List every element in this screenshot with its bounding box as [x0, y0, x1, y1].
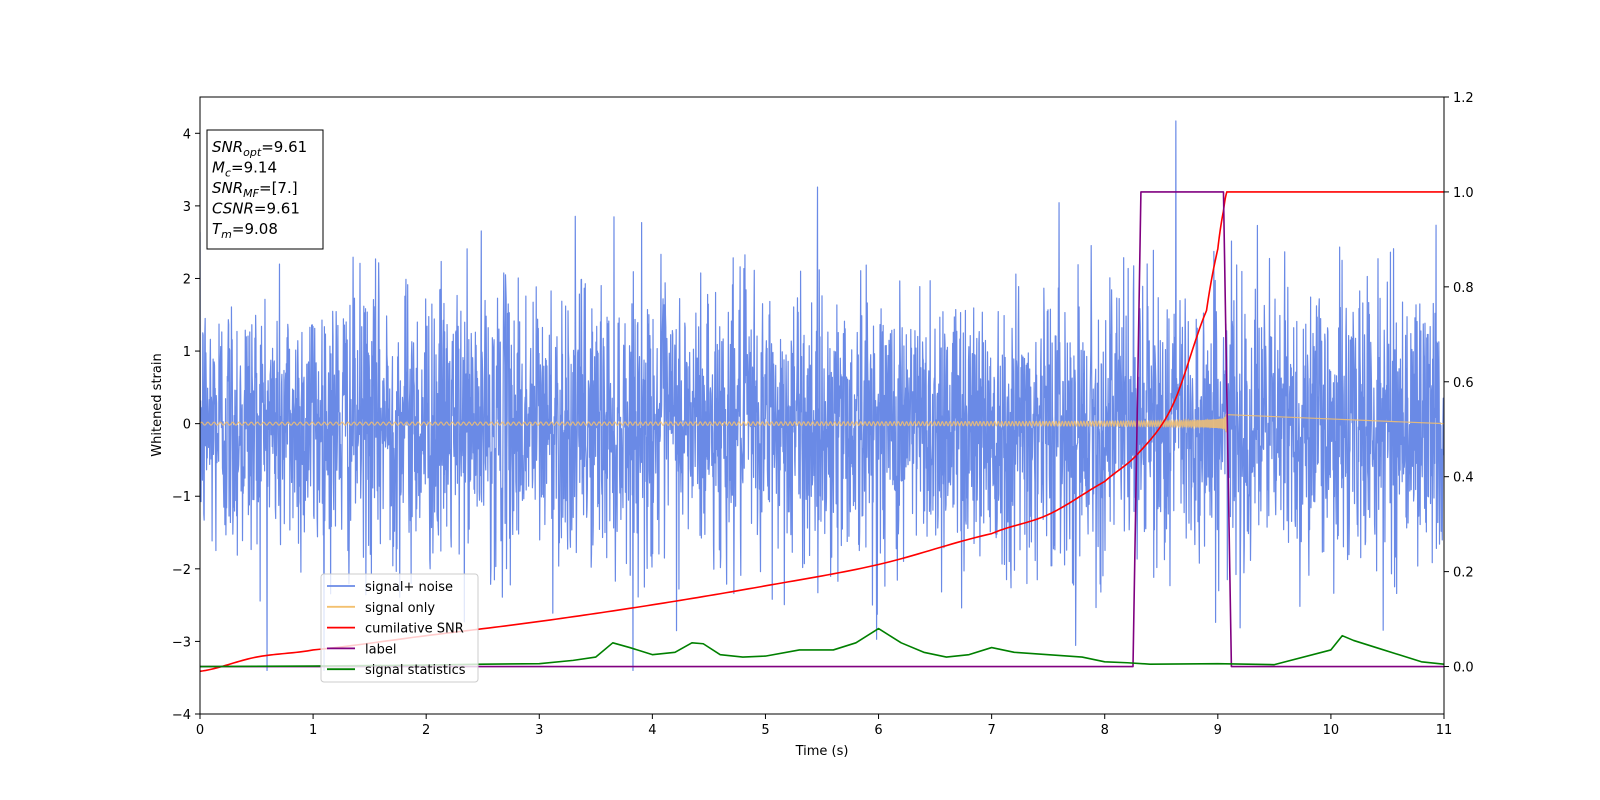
legend-item: cumilative SNR: [327, 622, 464, 637]
annotation-value: =[7.]: [259, 179, 298, 197]
legend: signal+ noise signal only cumilative SNR la…: [320, 573, 479, 683]
series-signal-noise: [200, 120, 1444, 672]
annotation-value: =9.08: [232, 220, 278, 238]
series-label: [200, 191, 1444, 668]
x-tick-label: 9: [1214, 723, 1222, 738]
x-axis: 0 1 2 3 4 5 6 7 8 9 10 11: [196, 714, 1452, 738]
legend-item: signal statistics: [327, 663, 466, 678]
annotation-line: SNRMF=[7.]: [212, 179, 298, 200]
series-label-line: [200, 191, 1444, 668]
y2-tick-label: 0.0: [1453, 661, 1474, 676]
y2-tick-label: 0.6: [1453, 376, 1474, 391]
legend-label: cumilative SNR: [365, 622, 464, 637]
legend-label: signal statistics: [365, 663, 466, 678]
annotation-subscript: opt: [243, 146, 262, 159]
x-tick-label: 7: [987, 723, 995, 738]
y-axis-left: −4 −3 −2 −1 0 1 2 3 4: [172, 127, 200, 723]
y-tick-label: −2: [172, 563, 191, 578]
x-tick-label: 1: [309, 723, 317, 738]
series-signal-noise-line: [200, 120, 1444, 672]
annotation-variable: SNR: [212, 179, 243, 197]
y-tick-label: −3: [172, 635, 191, 650]
y-axis-right: 0.0 0.2 0.4 0.6 0.8 1.0 1.2: [1444, 91, 1474, 676]
series-signal-only-line: [200, 413, 1444, 433]
annotation-line: Mc=9.14: [212, 159, 277, 180]
x-tick-label: 4: [648, 723, 656, 738]
x-tick-label: 5: [761, 723, 769, 738]
x-tick-label: 3: [535, 723, 543, 738]
annotation-variable: SNR: [212, 138, 243, 156]
series-signal-statistics-line: [200, 627, 1444, 668]
x-tick-label: 6: [874, 723, 882, 738]
legend-frame: [320, 573, 479, 683]
series-signal-only: [200, 413, 1444, 433]
y-axis-label: Whitened strain: [150, 353, 165, 456]
y2-tick-label: 0.2: [1453, 566, 1474, 581]
legend-item: label: [327, 642, 396, 657]
y-tick-label: 1: [183, 345, 191, 360]
x-tick-label: 11: [1436, 723, 1453, 738]
x-tick-label: 2: [422, 723, 430, 738]
legend-label: signal+ noise: [365, 580, 453, 595]
legend-label: label: [365, 642, 396, 657]
annotation-box: SNRopt=9.61Mc=9.14SNRMF=[7.]CSNR=9.61Tm=…: [206, 129, 324, 250]
legend-item: signal only: [327, 601, 435, 616]
annotation-subscript: m: [221, 228, 232, 241]
annotation-variable: M: [212, 159, 225, 177]
y-tick-label: −4: [172, 708, 191, 723]
legend-item: signal+ noise: [327, 580, 453, 595]
y-tick-label: 3: [183, 200, 191, 215]
annotation-variable: T: [212, 220, 223, 238]
y2-tick-label: 1.0: [1453, 186, 1474, 201]
x-axis-label: Time (s): [795, 744, 849, 759]
legend-label: signal only: [365, 601, 435, 616]
x-tick-label: 10: [1323, 723, 1340, 738]
annotation-value: =9.14: [231, 159, 277, 177]
y2-tick-label: 0.4: [1453, 471, 1474, 486]
y-tick-label: −1: [172, 490, 191, 505]
annotation-value: =9.61: [254, 200, 300, 218]
y2-tick-label: 1.2: [1453, 91, 1474, 106]
y2-tick-label: 0.8: [1453, 281, 1474, 296]
y-tick-label: 0: [183, 418, 191, 433]
annotation-subscript: c: [225, 167, 231, 180]
annotation-frame: [206, 129, 324, 250]
series-signal-statistics: [200, 627, 1444, 668]
y-tick-label: 2: [183, 272, 191, 287]
annotation-line: Tm=9.08: [212, 220, 278, 241]
x-tick-label: 0: [196, 723, 204, 738]
annotation-value: =9.61: [261, 138, 307, 156]
y-tick-label: 4: [183, 127, 191, 142]
annotation-line: CSNR=9.61: [212, 200, 300, 218]
annotation-variable: CSNR: [212, 200, 254, 218]
annotation-line: SNRopt=9.61: [212, 138, 307, 159]
x-tick-label: 8: [1101, 723, 1109, 738]
annotation-subscript: MF: [243, 187, 259, 200]
plot-frame: [199, 96, 1445, 715]
